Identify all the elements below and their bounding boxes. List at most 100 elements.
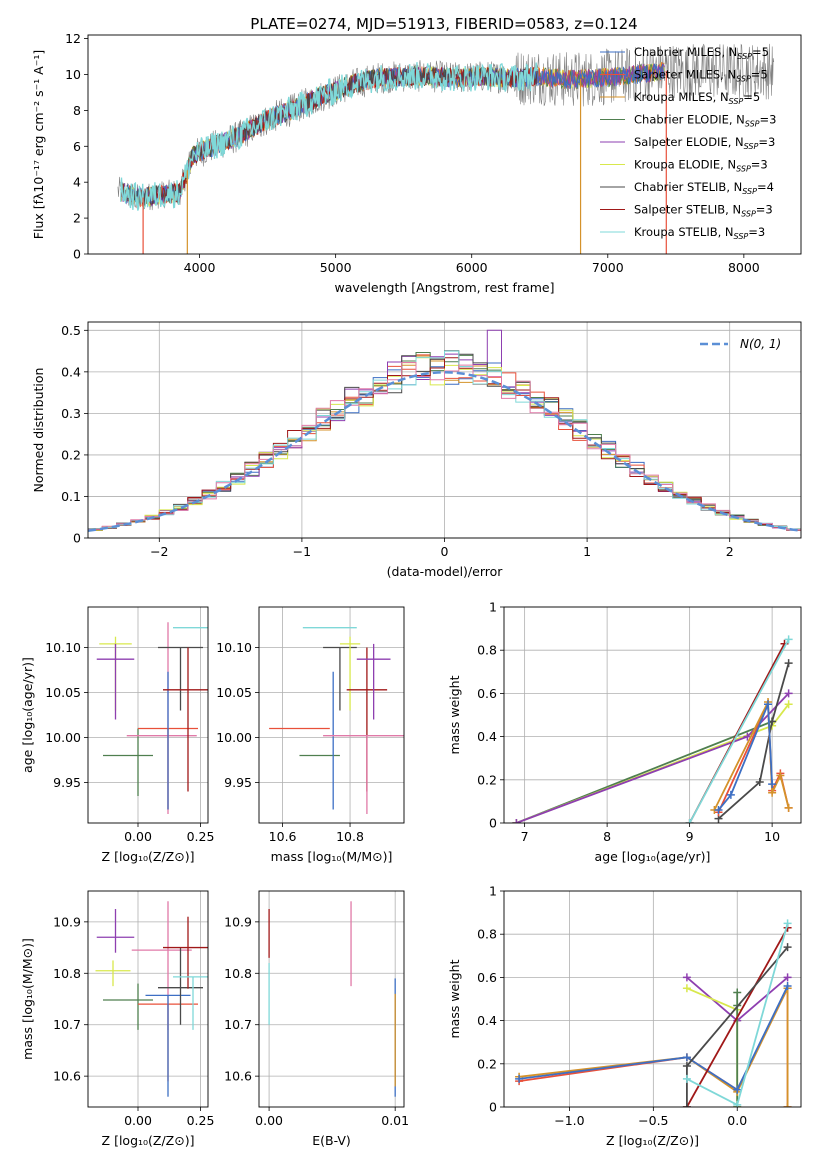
series-marker <box>512 819 521 823</box>
x-tick-label: 0.01 <box>381 1113 409 1128</box>
y-axis-label: mass weight <box>447 959 462 1038</box>
series-marker <box>784 659 793 668</box>
series-marker <box>726 790 735 799</box>
axes-frame <box>503 606 802 824</box>
legend-label: Kroupa STELIB, NSSP=3 <box>634 225 765 241</box>
axes-frame <box>87 606 209 824</box>
x-tick-label: 0.25 <box>187 829 215 844</box>
legend-label: Salpeter MILES, NSSP=5 <box>634 68 768 84</box>
axes-frame <box>258 890 405 1108</box>
y-tick-label: 8 <box>73 103 81 118</box>
legend-label-sub: SSP <box>729 97 744 106</box>
chart-age_vs_mass: 10.6 10.8 9.95 10.00 10.05 10.10 mass [log₁₀(M… <box>216 606 405 864</box>
x-axis-label: E(B-V) <box>312 1133 351 1148</box>
x-tick-label: 7000 <box>592 260 624 275</box>
y-tick-label: 0.2 <box>61 447 81 462</box>
y-tick-label: 10.6 <box>224 1069 252 1084</box>
series-marker <box>768 788 777 797</box>
x-tick-label: 6000 <box>456 260 488 275</box>
x-axis-label: Z [log₁₀(Z/Z⊙)] <box>102 1133 195 1148</box>
series-marker <box>515 1074 524 1083</box>
legend-label-sub: SSP <box>736 165 751 174</box>
series-line-chabrier_miles <box>717 703 773 811</box>
x-axis-label: (data-model)/error <box>387 564 504 579</box>
y-tick-label: 0.8 <box>477 643 497 658</box>
legend-label-eq: =3 <box>756 203 773 217</box>
x-tick-label: −1.0 <box>554 1113 584 1128</box>
y-tick-label: 10.7 <box>53 1017 81 1032</box>
x-axis-label: Z [log₁₀(Z/Z⊙)] <box>606 1133 699 1148</box>
y-tick-label: 4 <box>73 175 81 190</box>
y-tick-label: 6 <box>73 139 81 154</box>
mass_vs_ebv-plot-area <box>268 901 396 1097</box>
legend-label-eq: =4 <box>757 180 774 194</box>
y-tick-label: 0 <box>73 247 81 262</box>
chart-spectrum: 4000 5000 6000 7000 8000 0 2 4 6 8 10 12 wavelength … <box>31 31 802 295</box>
y-tick-label: 10 <box>65 67 81 82</box>
x-tick-label: 9 <box>686 829 694 844</box>
massweight_vs_age-plot-area <box>512 635 793 823</box>
series-marker <box>682 1074 691 1083</box>
x-tick-label: 0.0 <box>727 1113 747 1128</box>
series-marker <box>784 689 793 698</box>
series-marker <box>783 919 792 928</box>
age_vs_mass-plot-area <box>269 627 404 814</box>
series-marker <box>733 1100 742 1107</box>
legend-label-text: Salpeter MILES, N <box>634 68 736 82</box>
y-tick-label: 2 <box>73 211 81 226</box>
legend-label-eq: =5 <box>751 68 768 82</box>
y-tick-label: 9.95 <box>224 775 252 790</box>
legend-label-sub: SSP <box>736 75 751 84</box>
x-tick-label: 4000 <box>184 260 216 275</box>
legend-label-text: Chabrier ELODIE, N <box>634 113 745 127</box>
axes-frame <box>87 321 802 539</box>
y-tick-label: 10.05 <box>45 685 81 700</box>
y-tick-label: 0.4 <box>61 364 81 379</box>
series-marker <box>764 700 772 709</box>
series-marker <box>755 777 764 786</box>
x-tick-label: −2 <box>150 544 168 559</box>
y-tick-label: 10.8 <box>53 966 81 981</box>
x-tick-label: 0.00 <box>124 829 152 844</box>
legend-label-sub: SSP <box>734 232 749 241</box>
y-axis-label: Flux [fλ10⁻¹⁷ erg cm⁻² s⁻¹ A⁻¹] <box>31 50 46 239</box>
y-tick-label: 10.6 <box>53 1069 81 1084</box>
y-tick-label: 0 <box>73 531 81 546</box>
y-axis-label: mass [log₁₀(M/M⊙)] <box>20 938 35 1060</box>
spectrum-plot-area <box>117 43 775 254</box>
age_vs_Z-plot-area <box>96 622 208 814</box>
series-marker <box>783 1103 792 1107</box>
legend-label-text: Kroupa STELIB, N <box>634 225 734 239</box>
x-tick-label: 0.00 <box>124 1113 152 1128</box>
figure-title: PLATE=0274, MJD=51913, FIBERID=0583, z=0… <box>250 15 637 33</box>
x-tick-label: 10.8 <box>336 829 364 844</box>
massweight_vs_Z-plot-area <box>515 919 792 1107</box>
y-tick-label: 10.05 <box>216 685 252 700</box>
x-tick-label: 7 <box>521 829 529 844</box>
legend-label-sub: SSP <box>737 52 752 61</box>
x-tick-label: 2 <box>726 544 734 559</box>
legend-label-eq: =3 <box>748 225 765 239</box>
y-tick-label: 12 <box>65 31 81 46</box>
axes-frame <box>87 890 209 1108</box>
y-tick-label: 0 <box>489 1100 497 1115</box>
y-tick-label: 0.8 <box>477 927 497 942</box>
legend-label-eq: =3 <box>751 158 768 172</box>
series-marker <box>685 819 694 823</box>
series-marker <box>783 973 792 982</box>
y-tick-label: 10.00 <box>45 730 81 745</box>
y-tick-label: 10.10 <box>216 640 252 655</box>
legend-label-sub: SSP <box>742 187 757 196</box>
legend-label-eq: =3 <box>760 113 777 127</box>
y-tick-label: 0 <box>489 816 497 831</box>
legend-label-text: Salpeter ELODIE, N <box>634 135 744 149</box>
axes-frame <box>258 606 405 824</box>
series-marker <box>682 1061 691 1070</box>
x-tick-label: 8 <box>603 829 611 844</box>
chart-massweight_vs_age: 7 8 9 10 0 0.2 0.4 0.6 0.8 1 age [log₁₀(age/yr)] ma… <box>447 600 802 864</box>
axes-frame <box>87 34 802 255</box>
legend-label: Kroupa MILES, NSSP=5 <box>634 90 760 106</box>
chart-massweight_vs_Z: −1.0 −0.5 0.0 0 0.2 0.4 0.6 0.8 1 Z [log₁₀(Z/Z⊙)]… <box>447 884 802 1148</box>
